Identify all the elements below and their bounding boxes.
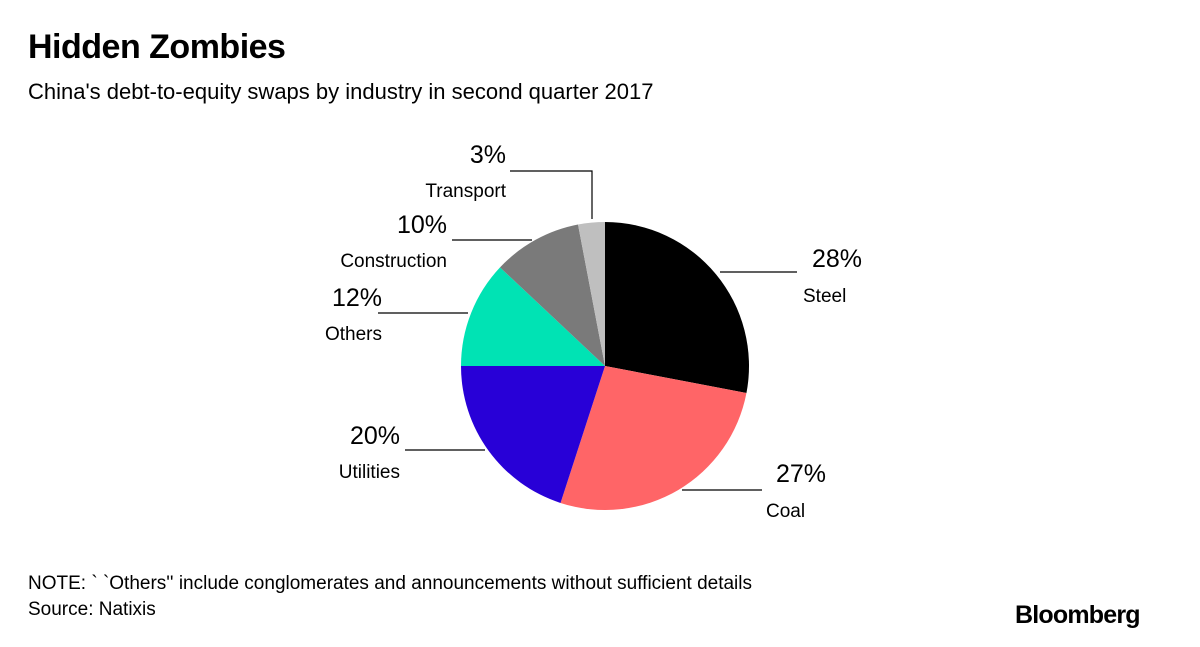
chart-note: NOTE: ` `Others'' include conglomerates … [28, 573, 752, 594]
category-label-transport: Transport [425, 181, 506, 202]
value-label-coal: 27% [776, 460, 826, 488]
category-label-steel: Steel [803, 286, 846, 307]
leader-line-transport [510, 170, 593, 219]
value-label-construction: 10% [397, 211, 447, 239]
category-label-construction: Construction [340, 251, 447, 272]
value-label-others: 12% [332, 284, 382, 312]
category-label-others: Others [325, 324, 382, 345]
pie-slice-coal [560, 366, 747, 511]
value-label-utilities: 20% [350, 422, 400, 450]
leader-lines [378, 170, 797, 491]
category-label-utilities: Utilities [339, 462, 400, 483]
bloomberg-logo: Bloomberg [1015, 601, 1141, 629]
value-label-transport: 3% [470, 141, 506, 169]
pie-slices [461, 222, 749, 511]
category-label-coal: Coal [766, 501, 805, 522]
chart-source: Source: Natixis [28, 599, 156, 620]
pie-slice-steel [605, 222, 749, 393]
pie-slice-transport [578, 222, 605, 366]
chart-subtitle: China's debt-to-equity swaps by industry… [28, 79, 654, 104]
chart-title: Hidden Zombies [28, 28, 286, 66]
pie-slice-others [461, 267, 605, 366]
value-label-steel: 28% [812, 245, 862, 273]
pie-slice-utilities [461, 366, 605, 503]
pie-slice-construction [500, 224, 605, 366]
